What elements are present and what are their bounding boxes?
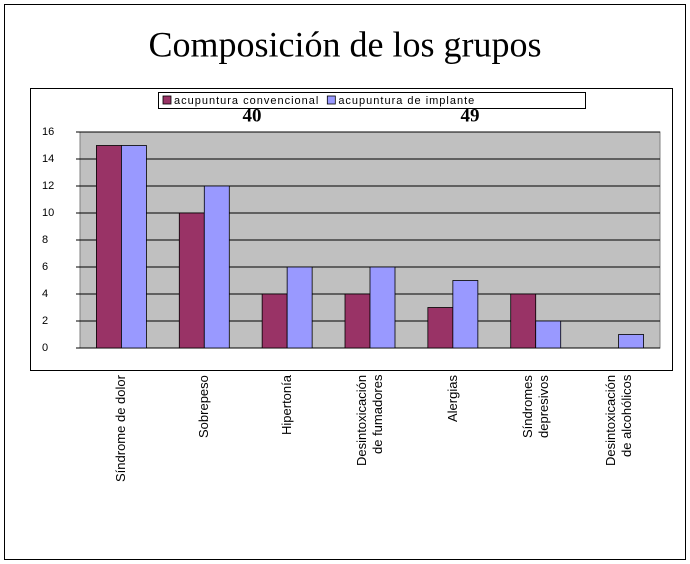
annotation: 40 bbox=[243, 105, 262, 126]
bar bbox=[452, 280, 479, 349]
x-tick-label: Desintoxicación de alcohólicos bbox=[602, 375, 634, 467]
legend-box bbox=[158, 92, 586, 109]
bar bbox=[178, 212, 205, 349]
x-tick-label: Hipertonía bbox=[279, 375, 295, 435]
legend-label: acupuntura convencional bbox=[174, 95, 319, 107]
legend-swatch bbox=[162, 95, 172, 105]
bar bbox=[203, 185, 230, 349]
y-tick-label: 16 bbox=[42, 126, 54, 138]
x-tick-label: Desintoxicación de fumadores bbox=[354, 375, 385, 467]
y-tick-label: 4 bbox=[42, 288, 48, 300]
y-tick-label: 14 bbox=[42, 153, 54, 165]
y-tick-label: 8 bbox=[42, 234, 48, 246]
bar bbox=[96, 145, 122, 349]
bar bbox=[344, 293, 371, 349]
bar bbox=[121, 145, 147, 349]
y-tick-label: 0 bbox=[42, 342, 48, 354]
x-tick-label: Sobrepeso bbox=[196, 375, 212, 438]
bar bbox=[535, 320, 562, 349]
bar bbox=[369, 266, 396, 349]
bar bbox=[261, 293, 288, 349]
bar bbox=[618, 334, 644, 349]
bar bbox=[286, 266, 313, 349]
x-tick-label: Síndromes depresivos bbox=[519, 375, 551, 438]
bar bbox=[510, 293, 537, 349]
y-tick-label: 12 bbox=[42, 180, 54, 192]
annotation: 49 bbox=[461, 105, 480, 126]
legend-swatch bbox=[326, 95, 336, 105]
y-tick-label: 6 bbox=[42, 261, 48, 273]
legend-label: acupuntura de implante bbox=[338, 95, 475, 107]
slide-frame bbox=[4, 4, 686, 560]
bar bbox=[427, 307, 454, 349]
y-tick-label: 10 bbox=[42, 207, 54, 219]
x-tick-label: Alergias bbox=[444, 375, 460, 422]
x-tick-label: Síndrome de dolor bbox=[113, 375, 129, 482]
y-tick-label: 2 bbox=[42, 315, 48, 327]
chart-title: Composición de los grupos bbox=[149, 24, 542, 64]
